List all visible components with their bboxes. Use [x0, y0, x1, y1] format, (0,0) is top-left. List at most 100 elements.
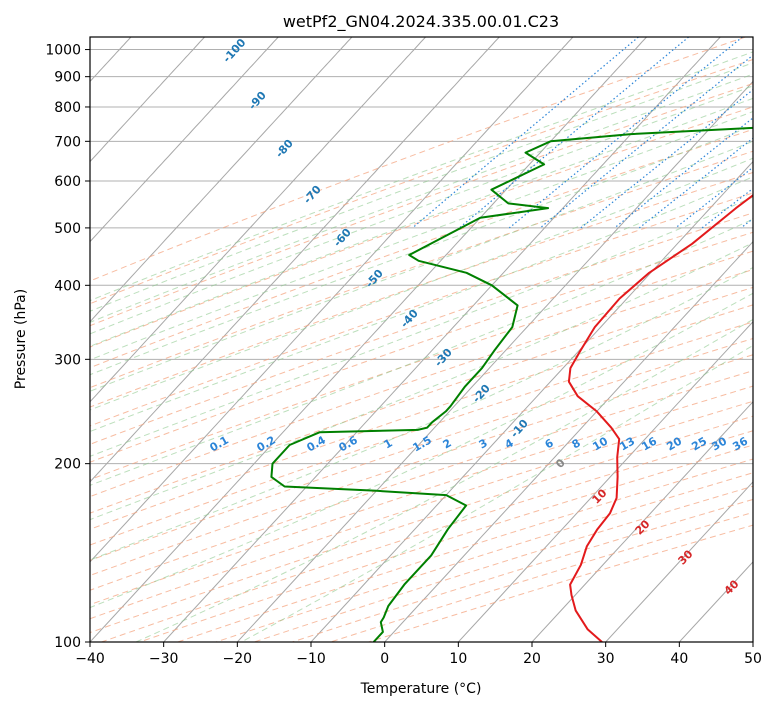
mixing-ratio-label: 25 [689, 435, 709, 454]
mixing-ratio-line [614, 117, 753, 229]
x-axis-label: Temperature (°C) [360, 681, 482, 697]
dry-adiabat-line [90, 385, 753, 606]
series-layer [270, 126, 753, 642]
mixing-ratio-line [539, 54, 753, 229]
mixing-ratio-label: 8 [570, 436, 583, 451]
isotherm-line [90, 37, 132, 83]
dry-adiabat-line [90, 192, 753, 427]
isotherm-line [163, 37, 721, 642]
dry-adiabat-line [90, 250, 753, 481]
dry-adiabat-line [90, 58, 753, 305]
x-tick-label: 0 [380, 651, 389, 667]
mixing-ratio-label: 0.1 [208, 433, 231, 454]
moist-adiabat-line [90, 51, 753, 302]
moist-adiabat-line [90, 176, 753, 433]
y-tick-label: 400 [54, 278, 81, 294]
isotherm-line [90, 37, 279, 243]
mixing-ratio-line [675, 166, 753, 229]
x-tick-label: 50 [744, 651, 762, 667]
y-tick-label: 800 [54, 100, 81, 116]
y-axis-label: Pressure (hPa) [13, 289, 29, 389]
y-tick-label: 100 [54, 635, 81, 651]
dry-adiabat-label: -60 [331, 226, 354, 250]
dry-adiabat-label: -100 [220, 36, 248, 65]
dry-adiabat-line [292, 498, 753, 642]
isotherm-line [90, 37, 500, 483]
temperature-profile-line [567, 194, 753, 642]
dry-adiabat-line [90, 354, 753, 576]
mixing-ratio-label: 2 [441, 436, 454, 451]
mixing-ratio-line [459, 37, 689, 229]
isotherm-line [310, 160, 753, 642]
dry-adiabat-line [90, 106, 753, 348]
moist-adiabat-line [90, 292, 753, 609]
moist-adiabat-line [90, 157, 753, 411]
mixing-ratio-line [580, 88, 753, 229]
x-tick-label: 30 [597, 651, 615, 667]
dry-adiabat-label: -90 [246, 89, 269, 113]
moist-adiabat-line [90, 218, 753, 486]
y-tick-label: 600 [54, 174, 81, 190]
plot-frame [89, 36, 754, 643]
y-tick-label: 900 [54, 70, 81, 86]
mixing-ratio-label: 30 [709, 434, 729, 453]
moist-adiabat-line [90, 73, 753, 323]
dry-adiabat-label: -40 [398, 307, 421, 331]
chart-title: wetPf2_GN04.2024.335.00.01.C23 [283, 12, 559, 32]
dewpoint-profile-line [270, 126, 753, 642]
dry-adiabat-line [90, 128, 753, 369]
dry-adiabat-line [90, 304, 753, 530]
mixing-ratio-line [508, 37, 743, 229]
mixing-ratio-label: 1.5 [411, 433, 434, 454]
dry-adiabat-line [90, 337, 753, 561]
mixing-ratio-label: 0.2 [255, 433, 278, 454]
y-tick-label: 1000 [45, 43, 81, 59]
mixing-ratio-label: 6 [543, 436, 556, 451]
x-tick-label: −30 [149, 651, 179, 667]
x-tick-label: −10 [296, 651, 326, 667]
dry-adiabat-label: -70 [301, 183, 324, 207]
mixing-ratio-line [412, 37, 639, 229]
moist-adiabat-line [90, 125, 753, 376]
isotherm-line [90, 37, 426, 403]
dry-adiabat-line [90, 150, 753, 389]
dry-adiabat-line [139, 444, 753, 642]
isotherm-line [752, 641, 753, 642]
dry-adiabat-line [90, 171, 753, 408]
dry-adiabat-line [90, 212, 753, 445]
y-tick-label: 500 [54, 221, 81, 237]
mixing-ratio-label: 20 [664, 434, 684, 453]
y-tick-label: 700 [54, 134, 81, 150]
isotherm-line [90, 37, 353, 323]
isotherm-line [457, 321, 753, 642]
x-tick-label: −20 [223, 651, 253, 667]
dry-adiabat-line [330, 511, 753, 642]
x-tick-label: 40 [670, 651, 688, 667]
x-tick-label: 20 [523, 651, 541, 667]
isotherm-line [384, 240, 753, 642]
axis-layer: −40 −30 −20 −10 0 10 20 30 40 5010020030040050060… [45, 43, 762, 667]
moist-adiabat-line [90, 110, 753, 361]
dry-adiabat-label: -30 [432, 346, 455, 370]
x-tick-label: 10 [449, 651, 467, 667]
mixing-ratio-label: 36 [730, 434, 750, 453]
dry-adiabat-line [90, 415, 753, 634]
x-tick-label: −40 [75, 651, 105, 667]
moist-adiabat-line [90, 62, 753, 312]
mixing-ratio-label: 16 [639, 434, 659, 453]
moist-adiabat-line [90, 97, 753, 347]
moist-adiabat-label: 30 [676, 547, 696, 567]
y-tick-label: 300 [54, 352, 81, 368]
moist-adiabat-label: 40 [722, 577, 742, 597]
mixing-ratio-label: 0.6 [337, 433, 361, 454]
dry-adiabat-label: -80 [273, 137, 296, 161]
grid-layer [90, 37, 775, 642]
y-tick-label: 200 [54, 457, 81, 473]
contour-label-layer: 0.1 0.2 0.4 0.6 1 1.5 2 3 4 6 8 10 13 16 20 25 30 36-100-… [208, 36, 751, 598]
isotherm-line [90, 37, 574, 563]
isotherm-line [90, 37, 205, 163]
moist-adiabat-line [135, 318, 753, 642]
isotherm-line [678, 561, 753, 642]
mixing-ratio-line [770, 37, 775, 228]
